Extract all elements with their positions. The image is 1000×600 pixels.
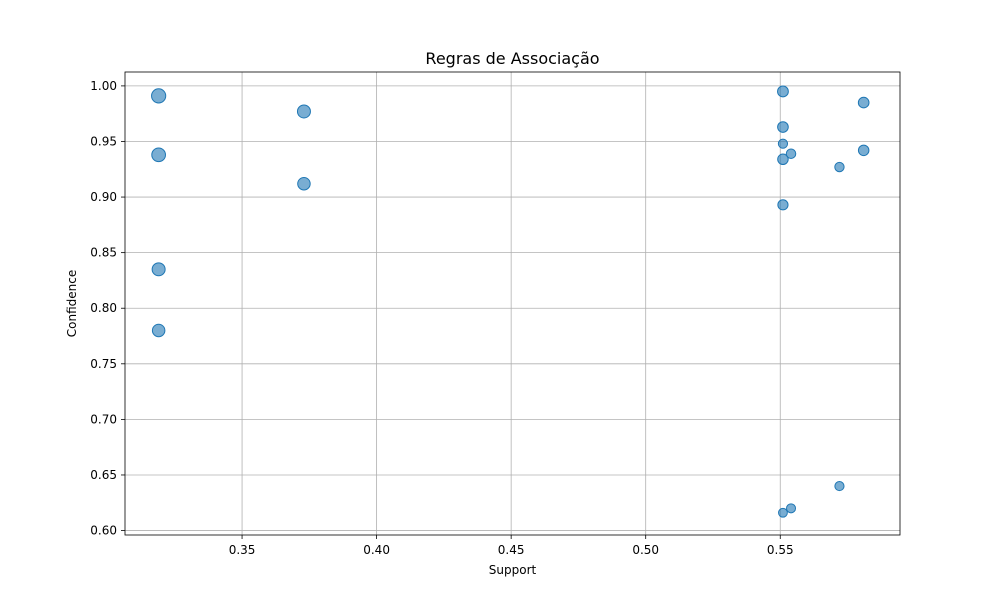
- grid: [125, 72, 900, 535]
- scatter-point: [777, 153, 789, 166]
- y-axis-label: Confidence: [65, 270, 79, 337]
- y-tick-label: 0.75: [90, 357, 117, 371]
- x-axis: 0.35 0.40 0.45 0.50 0.55: [229, 535, 794, 557]
- data-points: [151, 85, 870, 518]
- scatter-point: [151, 262, 166, 277]
- scatter-point: [785, 148, 797, 159]
- y-tick-label: 0.95: [90, 134, 117, 148]
- scatter-point: [777, 138, 789, 149]
- x-tick-label: 0.50: [632, 543, 659, 557]
- scatter-point: [857, 144, 870, 157]
- chart-title: Regras de Associação: [425, 49, 599, 68]
- y-tick-label: 0.60: [90, 524, 117, 538]
- scatter-point: [834, 480, 845, 492]
- scatter-point: [778, 507, 788, 518]
- scatter-point: [297, 176, 311, 191]
- x-tick-label: 0.45: [498, 543, 525, 557]
- scatter-point: [151, 147, 166, 163]
- scatter-point: [296, 104, 311, 119]
- x-tick-label: 0.35: [229, 543, 256, 557]
- scatter-point: [786, 503, 797, 514]
- x-tick-label: 0.40: [363, 543, 390, 557]
- y-tick-label: 0.70: [90, 412, 117, 426]
- scatter-point: [151, 323, 166, 338]
- y-tick-label: 0.85: [90, 246, 117, 260]
- scatter-point: [777, 121, 789, 133]
- y-tick-label: 1.00: [90, 79, 117, 93]
- plot-frame: [124, 71, 901, 536]
- scatter-point: [857, 96, 870, 109]
- x-tick-label: 0.55: [767, 543, 794, 557]
- y-tick-label: 0.65: [90, 468, 117, 482]
- scatter-point: [834, 161, 845, 173]
- x-axis-label: Support: [489, 563, 537, 577]
- scatter-point: [151, 88, 167, 104]
- y-tick-label: 0.90: [90, 190, 117, 204]
- y-axis: 0.60 0.65 0.70 0.75 0.80 0.85 0.90 0.95 1.00: [90, 79, 125, 538]
- y-tick-label: 0.80: [90, 301, 117, 315]
- scatter-point: [777, 199, 789, 211]
- scatter-point: [777, 85, 789, 98]
